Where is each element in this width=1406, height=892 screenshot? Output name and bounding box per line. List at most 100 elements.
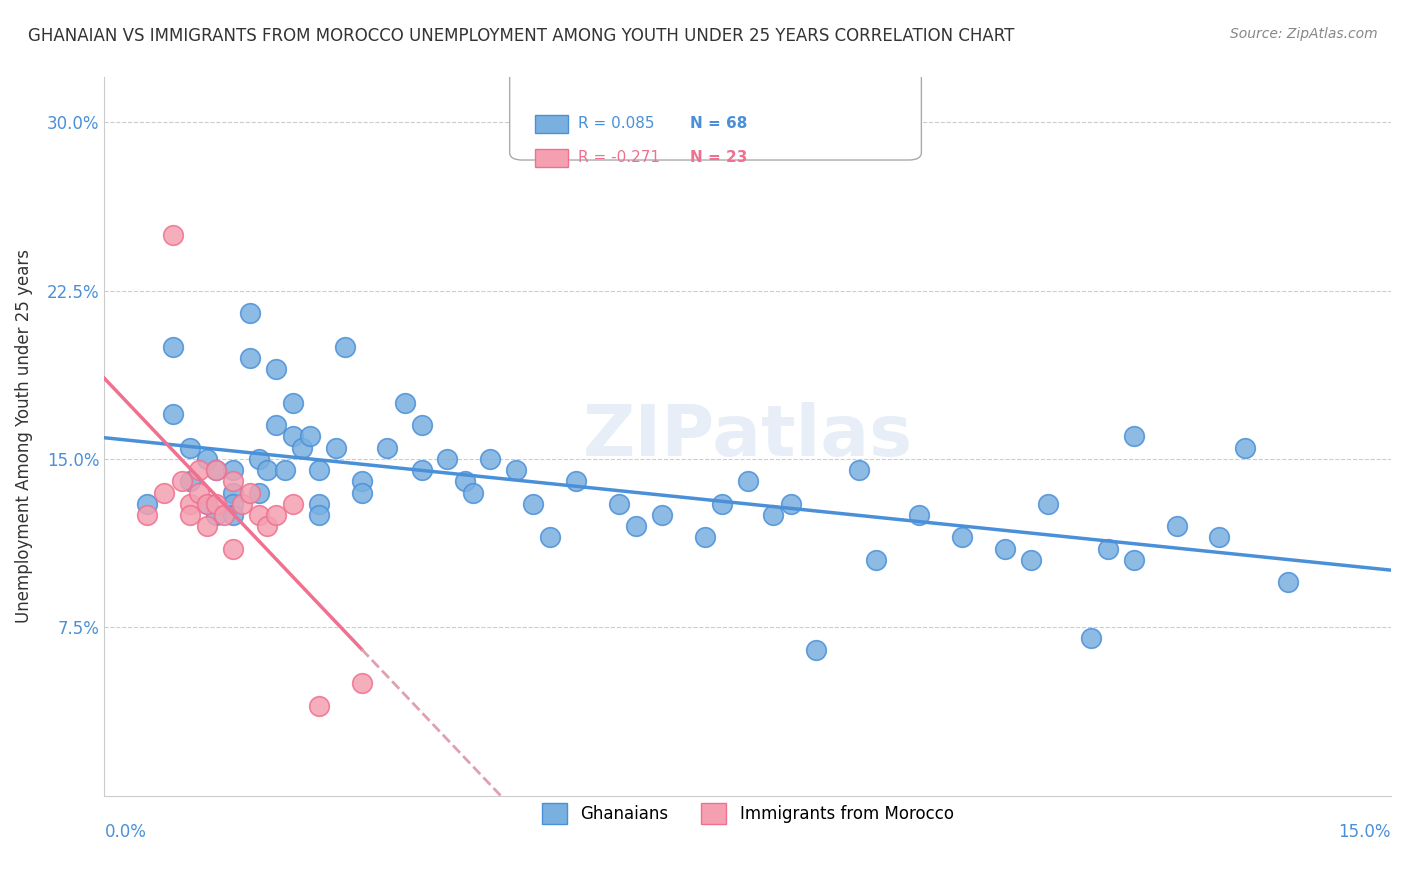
Point bbox=[325, 441, 347, 455]
Point bbox=[291, 441, 314, 455]
Point bbox=[162, 227, 184, 242]
Point bbox=[1036, 497, 1059, 511]
Point bbox=[1019, 553, 1042, 567]
Text: ZIPatlas: ZIPatlas bbox=[582, 402, 912, 471]
Point bbox=[950, 531, 973, 545]
Point bbox=[179, 497, 201, 511]
Point bbox=[273, 463, 295, 477]
Point bbox=[187, 485, 209, 500]
Point bbox=[214, 508, 236, 522]
Point bbox=[205, 497, 228, 511]
Bar bbox=[536, 115, 568, 133]
Point bbox=[195, 497, 218, 511]
Point bbox=[195, 497, 218, 511]
Text: Source: ZipAtlas.com: Source: ZipAtlas.com bbox=[1230, 27, 1378, 41]
Point bbox=[256, 463, 278, 477]
Point bbox=[505, 463, 527, 477]
Legend: Ghanaians, Immigrants from Morocco: Ghanaians, Immigrants from Morocco bbox=[534, 797, 960, 830]
Point bbox=[479, 451, 502, 466]
Point bbox=[538, 531, 561, 545]
Point bbox=[231, 497, 253, 511]
Point bbox=[1277, 575, 1299, 590]
Point bbox=[411, 463, 433, 477]
Point bbox=[693, 531, 716, 545]
Point bbox=[848, 463, 870, 477]
Point bbox=[179, 508, 201, 522]
Point bbox=[806, 642, 828, 657]
Point bbox=[651, 508, 673, 522]
Point bbox=[222, 463, 245, 477]
Text: N = 68: N = 68 bbox=[690, 116, 747, 131]
Point bbox=[1234, 441, 1257, 455]
Point bbox=[205, 463, 228, 477]
Point bbox=[308, 497, 330, 511]
Text: R = 0.085: R = 0.085 bbox=[578, 116, 654, 131]
Point bbox=[179, 441, 201, 455]
Point bbox=[205, 508, 228, 522]
FancyBboxPatch shape bbox=[509, 70, 921, 160]
Point bbox=[411, 418, 433, 433]
Point bbox=[522, 497, 544, 511]
Point bbox=[222, 497, 245, 511]
Point bbox=[453, 475, 475, 489]
Point bbox=[779, 497, 801, 511]
Point bbox=[153, 485, 176, 500]
Point bbox=[170, 475, 193, 489]
Point bbox=[299, 429, 322, 443]
Point bbox=[162, 407, 184, 421]
Point bbox=[908, 508, 931, 522]
Point bbox=[136, 497, 159, 511]
Point bbox=[1122, 553, 1144, 567]
Point bbox=[281, 497, 304, 511]
Point bbox=[737, 475, 759, 489]
Point bbox=[1122, 429, 1144, 443]
Point bbox=[350, 676, 373, 690]
Point bbox=[1166, 519, 1188, 533]
Point bbox=[264, 362, 287, 376]
Point bbox=[463, 485, 485, 500]
Point bbox=[865, 553, 887, 567]
Point bbox=[1080, 632, 1102, 646]
Point bbox=[394, 396, 416, 410]
Point bbox=[222, 485, 245, 500]
Point bbox=[222, 541, 245, 556]
Point bbox=[247, 485, 270, 500]
Point bbox=[607, 497, 630, 511]
Point bbox=[247, 451, 270, 466]
Text: 15.0%: 15.0% bbox=[1339, 823, 1391, 841]
Point bbox=[222, 508, 245, 522]
Y-axis label: Unemployment Among Youth under 25 years: Unemployment Among Youth under 25 years bbox=[15, 250, 32, 624]
Point bbox=[350, 475, 373, 489]
Point bbox=[264, 418, 287, 433]
Point bbox=[187, 463, 209, 477]
Point bbox=[1208, 531, 1230, 545]
Point bbox=[710, 497, 733, 511]
Point bbox=[162, 340, 184, 354]
Point bbox=[136, 508, 159, 522]
Text: 0.0%: 0.0% bbox=[104, 823, 146, 841]
Point bbox=[308, 508, 330, 522]
Bar bbox=[536, 149, 568, 167]
Point bbox=[377, 441, 399, 455]
Point bbox=[205, 463, 228, 477]
Point bbox=[1097, 541, 1119, 556]
Point bbox=[281, 396, 304, 410]
Point bbox=[624, 519, 647, 533]
Point bbox=[195, 519, 218, 533]
Point bbox=[239, 351, 262, 365]
Text: R = -0.271: R = -0.271 bbox=[578, 151, 659, 165]
Point bbox=[994, 541, 1017, 556]
Text: GHANAIAN VS IMMIGRANTS FROM MOROCCO UNEMPLOYMENT AMONG YOUTH UNDER 25 YEARS CORR: GHANAIAN VS IMMIGRANTS FROM MOROCCO UNEM… bbox=[28, 27, 1015, 45]
Point bbox=[565, 475, 588, 489]
Point bbox=[247, 508, 270, 522]
Point bbox=[195, 451, 218, 466]
Point bbox=[308, 463, 330, 477]
Point bbox=[762, 508, 785, 522]
Text: N = 23: N = 23 bbox=[690, 151, 747, 165]
Point bbox=[239, 306, 262, 320]
Point bbox=[333, 340, 356, 354]
Point bbox=[256, 519, 278, 533]
Point bbox=[239, 485, 262, 500]
Point bbox=[436, 451, 458, 466]
Point bbox=[308, 698, 330, 713]
